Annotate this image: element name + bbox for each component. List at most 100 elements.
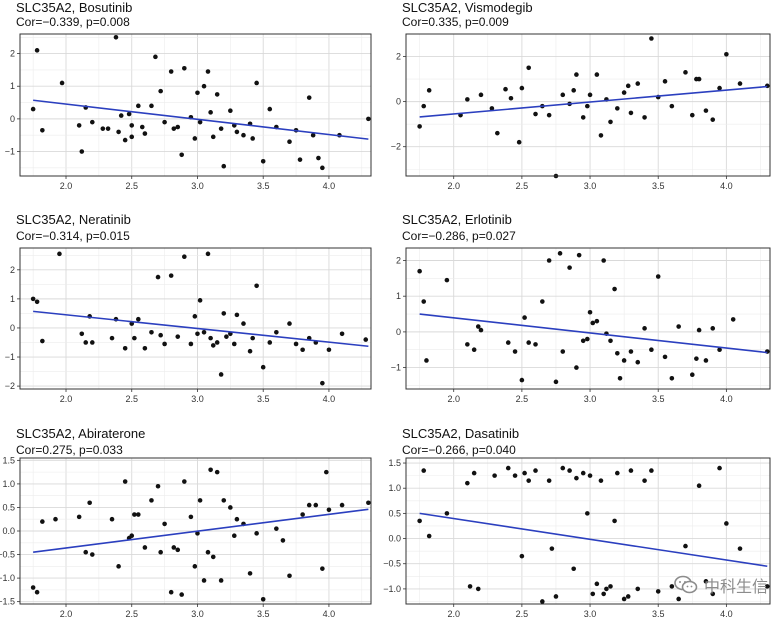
data-point — [221, 498, 227, 503]
data-point — [188, 341, 194, 347]
scatter-panel: SLC35A2, Abiraterone Cor=0.275, p=0.033 2.… — [0, 426, 372, 619]
data-point — [129, 134, 135, 140]
data-point — [689, 372, 695, 378]
data-point — [168, 273, 174, 278]
data-point — [132, 512, 137, 517]
data-point — [205, 549, 211, 555]
y-tick-label: −2 — [5, 381, 15, 391]
y-tick-label: −1 — [5, 352, 15, 362]
data-point — [580, 338, 586, 344]
data-point — [676, 324, 681, 329]
data-point — [557, 251, 563, 256]
data-point — [221, 311, 227, 316]
data-point — [208, 335, 213, 341]
data-point — [280, 538, 286, 543]
data-point — [465, 97, 470, 102]
data-point — [560, 349, 566, 354]
data-point — [717, 465, 722, 471]
data-point — [560, 465, 566, 471]
data-point — [553, 379, 559, 385]
data-point — [642, 326, 647, 331]
data-point — [587, 473, 593, 478]
data-point — [155, 274, 161, 280]
data-point — [417, 518, 422, 524]
data-point — [363, 337, 369, 342]
data-point — [116, 129, 121, 135]
data-point — [621, 596, 627, 602]
data-point — [421, 103, 427, 109]
data-point — [526, 65, 531, 71]
data-point — [109, 335, 115, 341]
data-point — [426, 533, 432, 539]
data-point — [764, 584, 770, 589]
data-point — [533, 468, 538, 473]
x-tick-label: 3.0 — [191, 181, 204, 191]
data-point — [724, 51, 729, 57]
y-tick-label: 1 — [396, 291, 401, 301]
data-point — [306, 502, 312, 508]
x-tick-label: 2.0 — [60, 181, 73, 191]
data-point — [254, 531, 259, 536]
data-point — [76, 123, 82, 128]
data-point — [495, 130, 500, 136]
data-point — [218, 126, 224, 131]
data-point — [574, 365, 579, 370]
data-point — [475, 586, 481, 592]
data-point — [158, 332, 163, 338]
x-tick-label: 3.0 — [584, 181, 597, 191]
data-point — [118, 113, 124, 118]
y-tick-label: 1.0 — [2, 479, 15, 489]
data-point — [208, 467, 213, 473]
data-point — [612, 518, 617, 524]
data-point — [76, 514, 82, 520]
data-point — [642, 478, 647, 483]
x-tick-label: 4.0 — [720, 394, 733, 404]
scatter-panel: SLC35A2, Neratinib Cor=−0.314, p=0.015 2.0… — [5, 212, 372, 404]
data-point — [635, 81, 641, 86]
y-tick-label: −1.0 — [383, 584, 401, 594]
data-point — [601, 258, 606, 263]
plot-frame — [19, 247, 372, 390]
x-tick-label: 3.5 — [652, 394, 665, 404]
data-point — [737, 546, 743, 551]
data-point — [83, 549, 89, 555]
data-point — [162, 119, 167, 125]
data-point — [287, 573, 292, 579]
data-point — [655, 589, 661, 594]
panel-subtitle: Cor=0.275, p=0.033 — [16, 443, 123, 457]
data-point — [105, 126, 111, 131]
data-point — [635, 359, 641, 365]
data-point — [320, 566, 325, 571]
data-point — [519, 85, 525, 91]
data-point — [139, 124, 145, 130]
panel-title: SLC35A2, Vismodegib — [402, 0, 533, 15]
x-tick-label: 3.5 — [257, 394, 270, 404]
data-point — [241, 321, 246, 326]
data-point — [549, 546, 555, 551]
data-point — [649, 347, 654, 353]
data-point — [234, 312, 240, 318]
data-point — [197, 498, 203, 503]
data-point — [197, 119, 203, 125]
y-tick-label: −0.5 — [383, 559, 401, 569]
x-tick-label: 2.5 — [125, 609, 138, 619]
data-point — [260, 159, 266, 164]
y-tick-label: 1 — [10, 294, 15, 304]
data-point — [522, 470, 527, 476]
data-point — [205, 69, 211, 74]
data-point — [218, 578, 224, 583]
y-tick-label: −1.5 — [0, 597, 15, 607]
x-tick-label: 3.5 — [257, 181, 270, 191]
scatter-panel: SLC35A2, Erlotinib Cor=−0.286, p=0.027 2.0… — [391, 212, 771, 404]
data-point — [703, 358, 709, 363]
data-point — [594, 72, 600, 77]
data-point — [158, 549, 163, 555]
data-point — [478, 327, 484, 333]
data-point — [40, 519, 45, 524]
watermark: 中科生信 — [674, 573, 768, 597]
panel-subtitle: Cor=−0.266, p=0.040 — [402, 443, 516, 457]
data-point — [34, 299, 40, 305]
data-point — [585, 103, 590, 109]
